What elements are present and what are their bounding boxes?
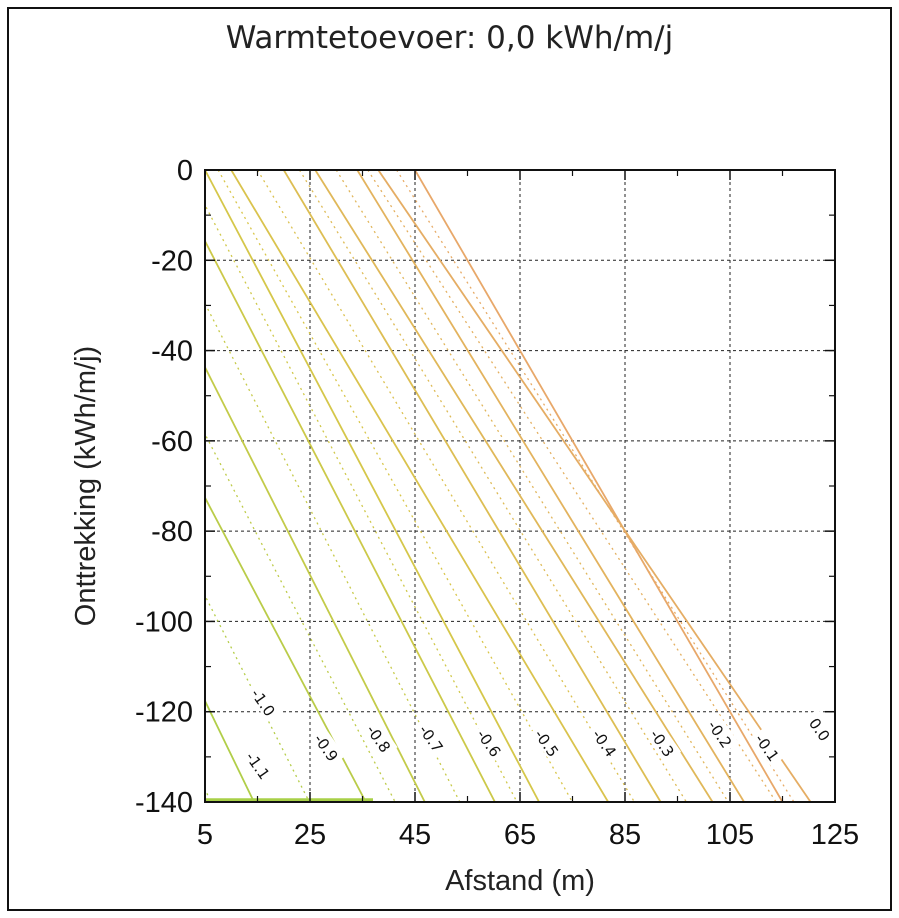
contour-label-bg <box>803 708 839 749</box>
y-tick-label: -140 <box>135 787 193 819</box>
contour-line-minor <box>298 170 687 802</box>
contour-line-minor <box>205 302 461 802</box>
contour-line <box>356 170 745 802</box>
axis-ticks <box>204 169 836 803</box>
y-tick-label: 0 <box>177 155 193 187</box>
x-tick-labels: 5 25 45 65 85 105 125 <box>197 819 859 851</box>
contour-line-minor <box>367 170 777 802</box>
contour-line <box>205 239 496 802</box>
contour-line-minor <box>256 170 635 802</box>
x-tick-label: 85 <box>609 819 641 851</box>
contour-label-bg <box>241 744 277 785</box>
contour-line-minor <box>217 170 573 802</box>
contour-label-bg <box>472 722 508 763</box>
contour-line-minor <box>205 203 518 802</box>
contour-label-bg <box>645 722 682 763</box>
contour-label-bg <box>530 722 566 763</box>
x-tick-label: 25 <box>294 819 326 851</box>
contour-lines <box>0 170 812 802</box>
contour-label-bg <box>414 717 451 758</box>
y-tick-label: -80 <box>151 516 193 548</box>
y-tick-labels: 0 -20 -40 -60 -80 -100 -120 -140 <box>135 155 193 819</box>
contour-line-minor <box>335 170 729 802</box>
contour-label-bg <box>246 681 283 722</box>
contour-line-minor <box>0 170 31 802</box>
contour-label-bg <box>703 713 739 754</box>
contour-line <box>230 170 609 802</box>
contour-line <box>205 698 255 802</box>
y-tick-label: -120 <box>135 697 193 729</box>
contour-line <box>205 365 426 802</box>
grid-lines <box>205 170 835 802</box>
contour-line <box>205 170 540 802</box>
contour-line <box>314 170 714 802</box>
y-tick-label: -20 <box>151 245 193 277</box>
plot-border <box>204 169 836 803</box>
x-tick-label: 5 <box>197 819 213 851</box>
chart-title: Warmtetoevoer: 0,0 kWh/m/j <box>225 20 674 56</box>
x-tick-label: 45 <box>399 819 431 851</box>
contour-line <box>377 170 812 802</box>
y-tick-label: -60 <box>151 426 193 458</box>
contour-label-bg <box>750 726 787 767</box>
chart-frame <box>7 7 892 911</box>
y-axis-label: Onttrekking (kWh/m/j) <box>70 346 102 626</box>
y-tick-label: -100 <box>135 606 193 638</box>
contour-label-bg <box>362 717 398 758</box>
y-tick-label: -40 <box>151 336 193 368</box>
contour-line-minor <box>205 432 396 802</box>
contour-label-bg <box>309 726 346 767</box>
x-axis-label: Afstand (m) <box>445 865 595 897</box>
x-tick-label: 105 <box>706 819 754 851</box>
contour-line <box>414 170 784 802</box>
contour-line <box>282 170 662 802</box>
contour-label-bg <box>587 722 624 763</box>
x-tick-label: 125 <box>811 819 859 851</box>
x-tick-label: 65 <box>504 819 536 851</box>
contour-labels: 0.0-0.1-0.2-0.3-0.4-0.5-0.6-0.7-0.8-0.9-… <box>241 681 839 785</box>
contour-line <box>205 495 367 802</box>
